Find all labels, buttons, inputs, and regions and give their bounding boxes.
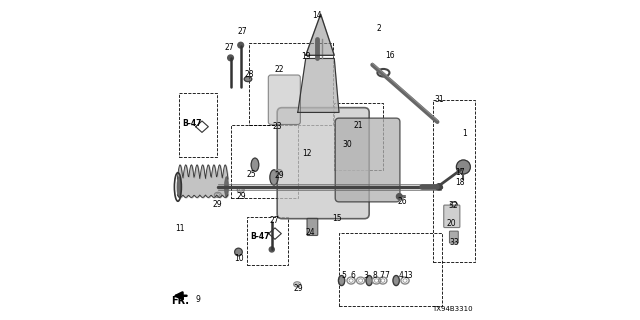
Text: 7: 7 (384, 271, 389, 280)
Ellipse shape (394, 278, 397, 283)
Bar (248, 43, 333, 125)
Text: 8: 8 (372, 271, 377, 280)
Text: 29: 29 (275, 172, 284, 180)
Text: 2: 2 (376, 24, 381, 33)
Text: 9: 9 (195, 295, 200, 304)
Text: 22: 22 (274, 65, 284, 74)
Text: 31: 31 (434, 95, 444, 104)
Bar (433, 100, 476, 261)
Bar (179, 93, 217, 157)
Text: TX94B3310: TX94B3310 (431, 306, 472, 312)
Text: 19: 19 (301, 52, 310, 61)
Text: 26: 26 (397, 197, 407, 206)
Text: 10: 10 (234, 254, 244, 263)
Circle shape (269, 247, 275, 252)
Bar (247, 217, 288, 265)
Text: 25: 25 (247, 170, 257, 179)
Ellipse shape (393, 276, 399, 286)
FancyBboxPatch shape (277, 108, 369, 219)
Text: 33: 33 (450, 238, 460, 247)
FancyBboxPatch shape (449, 231, 458, 243)
FancyBboxPatch shape (444, 205, 460, 228)
Text: B-47: B-47 (250, 232, 269, 241)
Ellipse shape (339, 276, 345, 286)
Ellipse shape (366, 276, 372, 286)
Circle shape (436, 184, 442, 190)
Circle shape (235, 248, 243, 256)
Ellipse shape (244, 76, 252, 82)
Text: 6: 6 (351, 271, 356, 280)
Polygon shape (298, 59, 339, 112)
Text: 12: 12 (303, 149, 312, 158)
Text: 32: 32 (449, 202, 458, 211)
Text: 16: 16 (385, 51, 395, 60)
Text: 7: 7 (380, 271, 384, 280)
Text: 27: 27 (237, 27, 247, 36)
Text: 23: 23 (273, 122, 282, 131)
Text: 14: 14 (312, 11, 322, 20)
Ellipse shape (340, 278, 343, 283)
Text: 11: 11 (175, 224, 184, 233)
Text: 29: 29 (212, 200, 221, 209)
Text: FR.: FR. (172, 296, 189, 306)
FancyBboxPatch shape (268, 75, 300, 124)
Text: 27: 27 (269, 216, 279, 225)
Bar (339, 233, 442, 306)
Text: 18: 18 (455, 178, 465, 187)
Ellipse shape (177, 177, 180, 197)
FancyBboxPatch shape (307, 218, 318, 236)
Ellipse shape (270, 170, 278, 185)
Text: 17: 17 (455, 168, 465, 177)
Text: 3: 3 (364, 271, 369, 280)
Ellipse shape (367, 278, 371, 283)
Text: 4: 4 (399, 271, 403, 280)
Text: 13: 13 (403, 271, 413, 280)
FancyBboxPatch shape (335, 118, 400, 202)
Text: 21: 21 (353, 121, 363, 130)
Text: 20: 20 (447, 219, 456, 228)
Ellipse shape (225, 177, 228, 197)
Text: 1: 1 (462, 129, 467, 138)
Text: 28: 28 (245, 70, 254, 79)
Circle shape (456, 160, 470, 174)
Text: B-47: B-47 (182, 119, 201, 128)
Text: 5: 5 (341, 271, 346, 280)
Text: 30: 30 (342, 140, 352, 148)
Bar (334, 103, 383, 170)
Bar (231, 125, 298, 198)
Ellipse shape (251, 158, 259, 172)
Text: 27: 27 (225, 43, 234, 52)
Polygon shape (196, 121, 209, 132)
Circle shape (228, 55, 234, 61)
Circle shape (238, 42, 244, 48)
Text: 29: 29 (237, 192, 246, 201)
Polygon shape (306, 14, 334, 55)
Text: 15: 15 (333, 214, 342, 223)
Text: 29: 29 (294, 284, 303, 293)
Circle shape (396, 194, 402, 199)
Text: 24: 24 (306, 228, 316, 237)
Polygon shape (269, 228, 282, 239)
